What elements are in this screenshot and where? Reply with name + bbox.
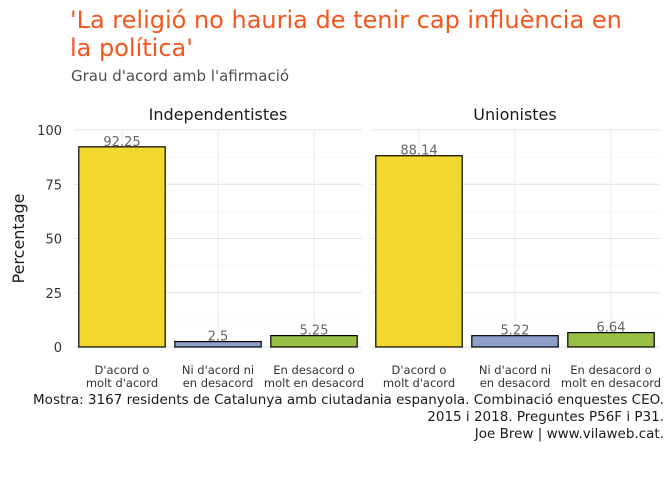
bar bbox=[375, 155, 463, 348]
y-axis-title: Percentage bbox=[9, 193, 28, 283]
x-tick-label: molt d'acord bbox=[383, 376, 455, 390]
x-tick-label: D'acord o bbox=[392, 363, 447, 377]
chart-subtitle: Grau d'acord amb l'afirmació bbox=[71, 67, 290, 85]
bar-value-label: 6.64 bbox=[597, 321, 626, 336]
y-tick-label: 75 bbox=[45, 178, 62, 193]
facet-title: Independentistes bbox=[149, 105, 288, 124]
caption-line-1: Mostra: 3167 residents de Catalunya amb … bbox=[33, 392, 664, 408]
bar bbox=[270, 335, 358, 348]
bar-value-label: 88.14 bbox=[400, 144, 437, 159]
bar-value-label: 5.25 bbox=[300, 324, 329, 339]
caption-line-2: 2015 i 2018. Preguntes P56F i P31. bbox=[427, 409, 664, 425]
bar-value-label: 5.22 bbox=[501, 324, 530, 339]
x-tick-label: D'acord o bbox=[95, 363, 150, 377]
y-tick-label: 100 bbox=[37, 124, 62, 139]
bar-value-label: 2.5 bbox=[208, 330, 229, 345]
faceted-bar-chart: Percentage 0 25 50 75 100 Independentistes 92.2… bbox=[9, 105, 661, 390]
x-tick-label: Ni d'acord ni bbox=[479, 363, 551, 377]
bar-value-label: 92.25 bbox=[103, 135, 140, 150]
chart-caption: Mostra: 3167 residents de Catalunya amb … bbox=[33, 392, 664, 443]
y-tick-label: 0 bbox=[54, 341, 62, 356]
x-tick-label: Ni d'acord ni bbox=[182, 363, 254, 377]
x-tick-label: En desacord o bbox=[570, 363, 652, 377]
caption-line-3: Joe Brew | www.vilaweb.cat. bbox=[474, 426, 664, 442]
x-tick-label: en desacord bbox=[183, 376, 254, 390]
x-tick-label: En desacord o bbox=[273, 363, 355, 377]
x-tick-label: molt d'acord bbox=[86, 376, 158, 390]
y-tick-label: 25 bbox=[45, 287, 62, 302]
bar bbox=[174, 340, 262, 348]
y-tick-label: 50 bbox=[45, 233, 62, 248]
bar bbox=[471, 335, 559, 348]
x-tick-label: molt en desacord bbox=[264, 376, 364, 390]
bar bbox=[78, 146, 166, 348]
bar bbox=[567, 331, 655, 348]
x-tick-label: en desacord bbox=[480, 376, 551, 390]
facet-title: Unionistes bbox=[473, 105, 556, 124]
chart-title: 'La religió no hauria de tenir cap influ… bbox=[70, 6, 622, 62]
x-tick-label: molt en desacord bbox=[561, 376, 661, 390]
